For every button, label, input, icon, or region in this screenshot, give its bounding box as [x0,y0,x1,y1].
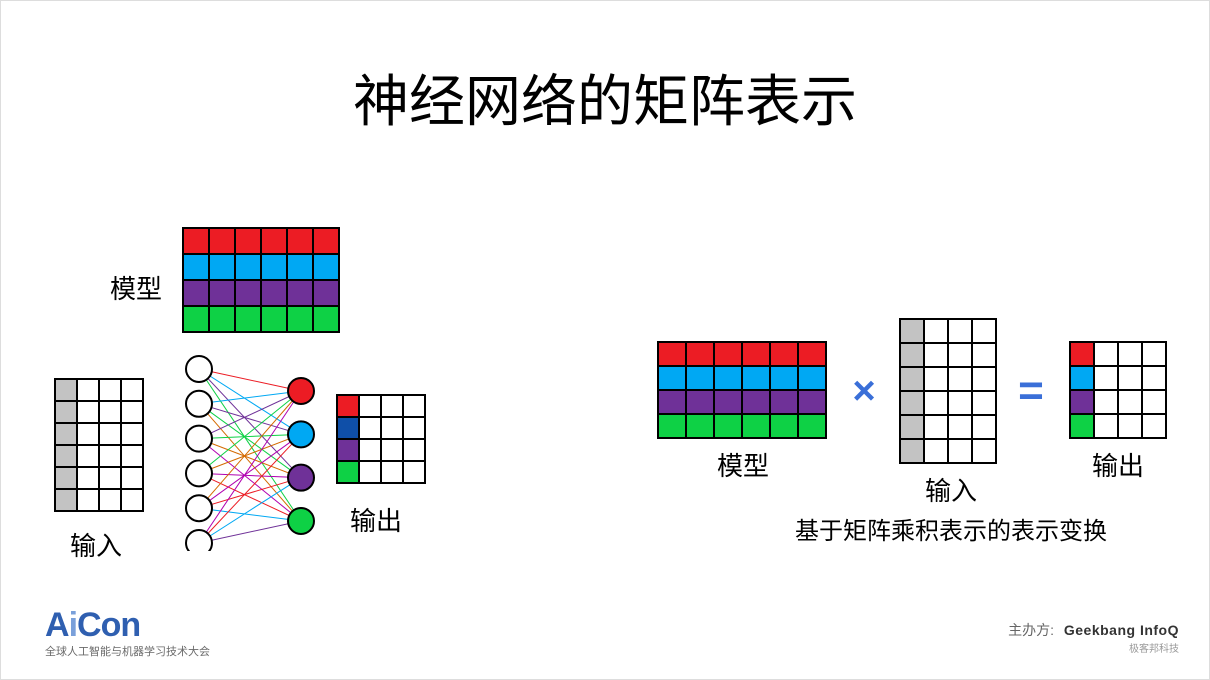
right-output-label: 输出 [1083,446,1153,483]
footer-host-sub: 极客邦科技 [1008,640,1179,655]
neural-network-diagram [171,351,331,551]
left-input-label: 输入 [61,526,131,563]
left-model-label: 模型 [101,269,171,306]
right-output-matrix [1069,341,1167,439]
right-caption: 基于矩阵乘积表示的表示变换 [741,511,1161,546]
footer-brand: AiCon 全球人工智能与机器学习技术大会 [45,606,210,659]
equals-operator: = [1011,371,1051,411]
footer-brand-sub: 全球人工智能与机器学习技术大会 [45,643,210,659]
left-model-matrix [182,227,340,333]
right-input-matrix [899,318,997,464]
slide-title: 神经网络的矩阵表示 [1,57,1209,138]
left-output-matrix [336,394,426,484]
left-input-matrix [54,378,144,512]
right-input-label: 输入 [916,471,986,508]
footer-host: 主办方: Geekbang InfoQ 极客邦科技 [1008,620,1179,655]
footer-host-label: 主办方: [1008,622,1054,638]
left-output-label: 输出 [341,501,411,538]
footer-host-name: Geekbang InfoQ [1064,622,1179,638]
right-model-matrix [657,341,827,439]
times-operator: × [844,371,884,411]
right-model-label: 模型 [708,446,778,483]
